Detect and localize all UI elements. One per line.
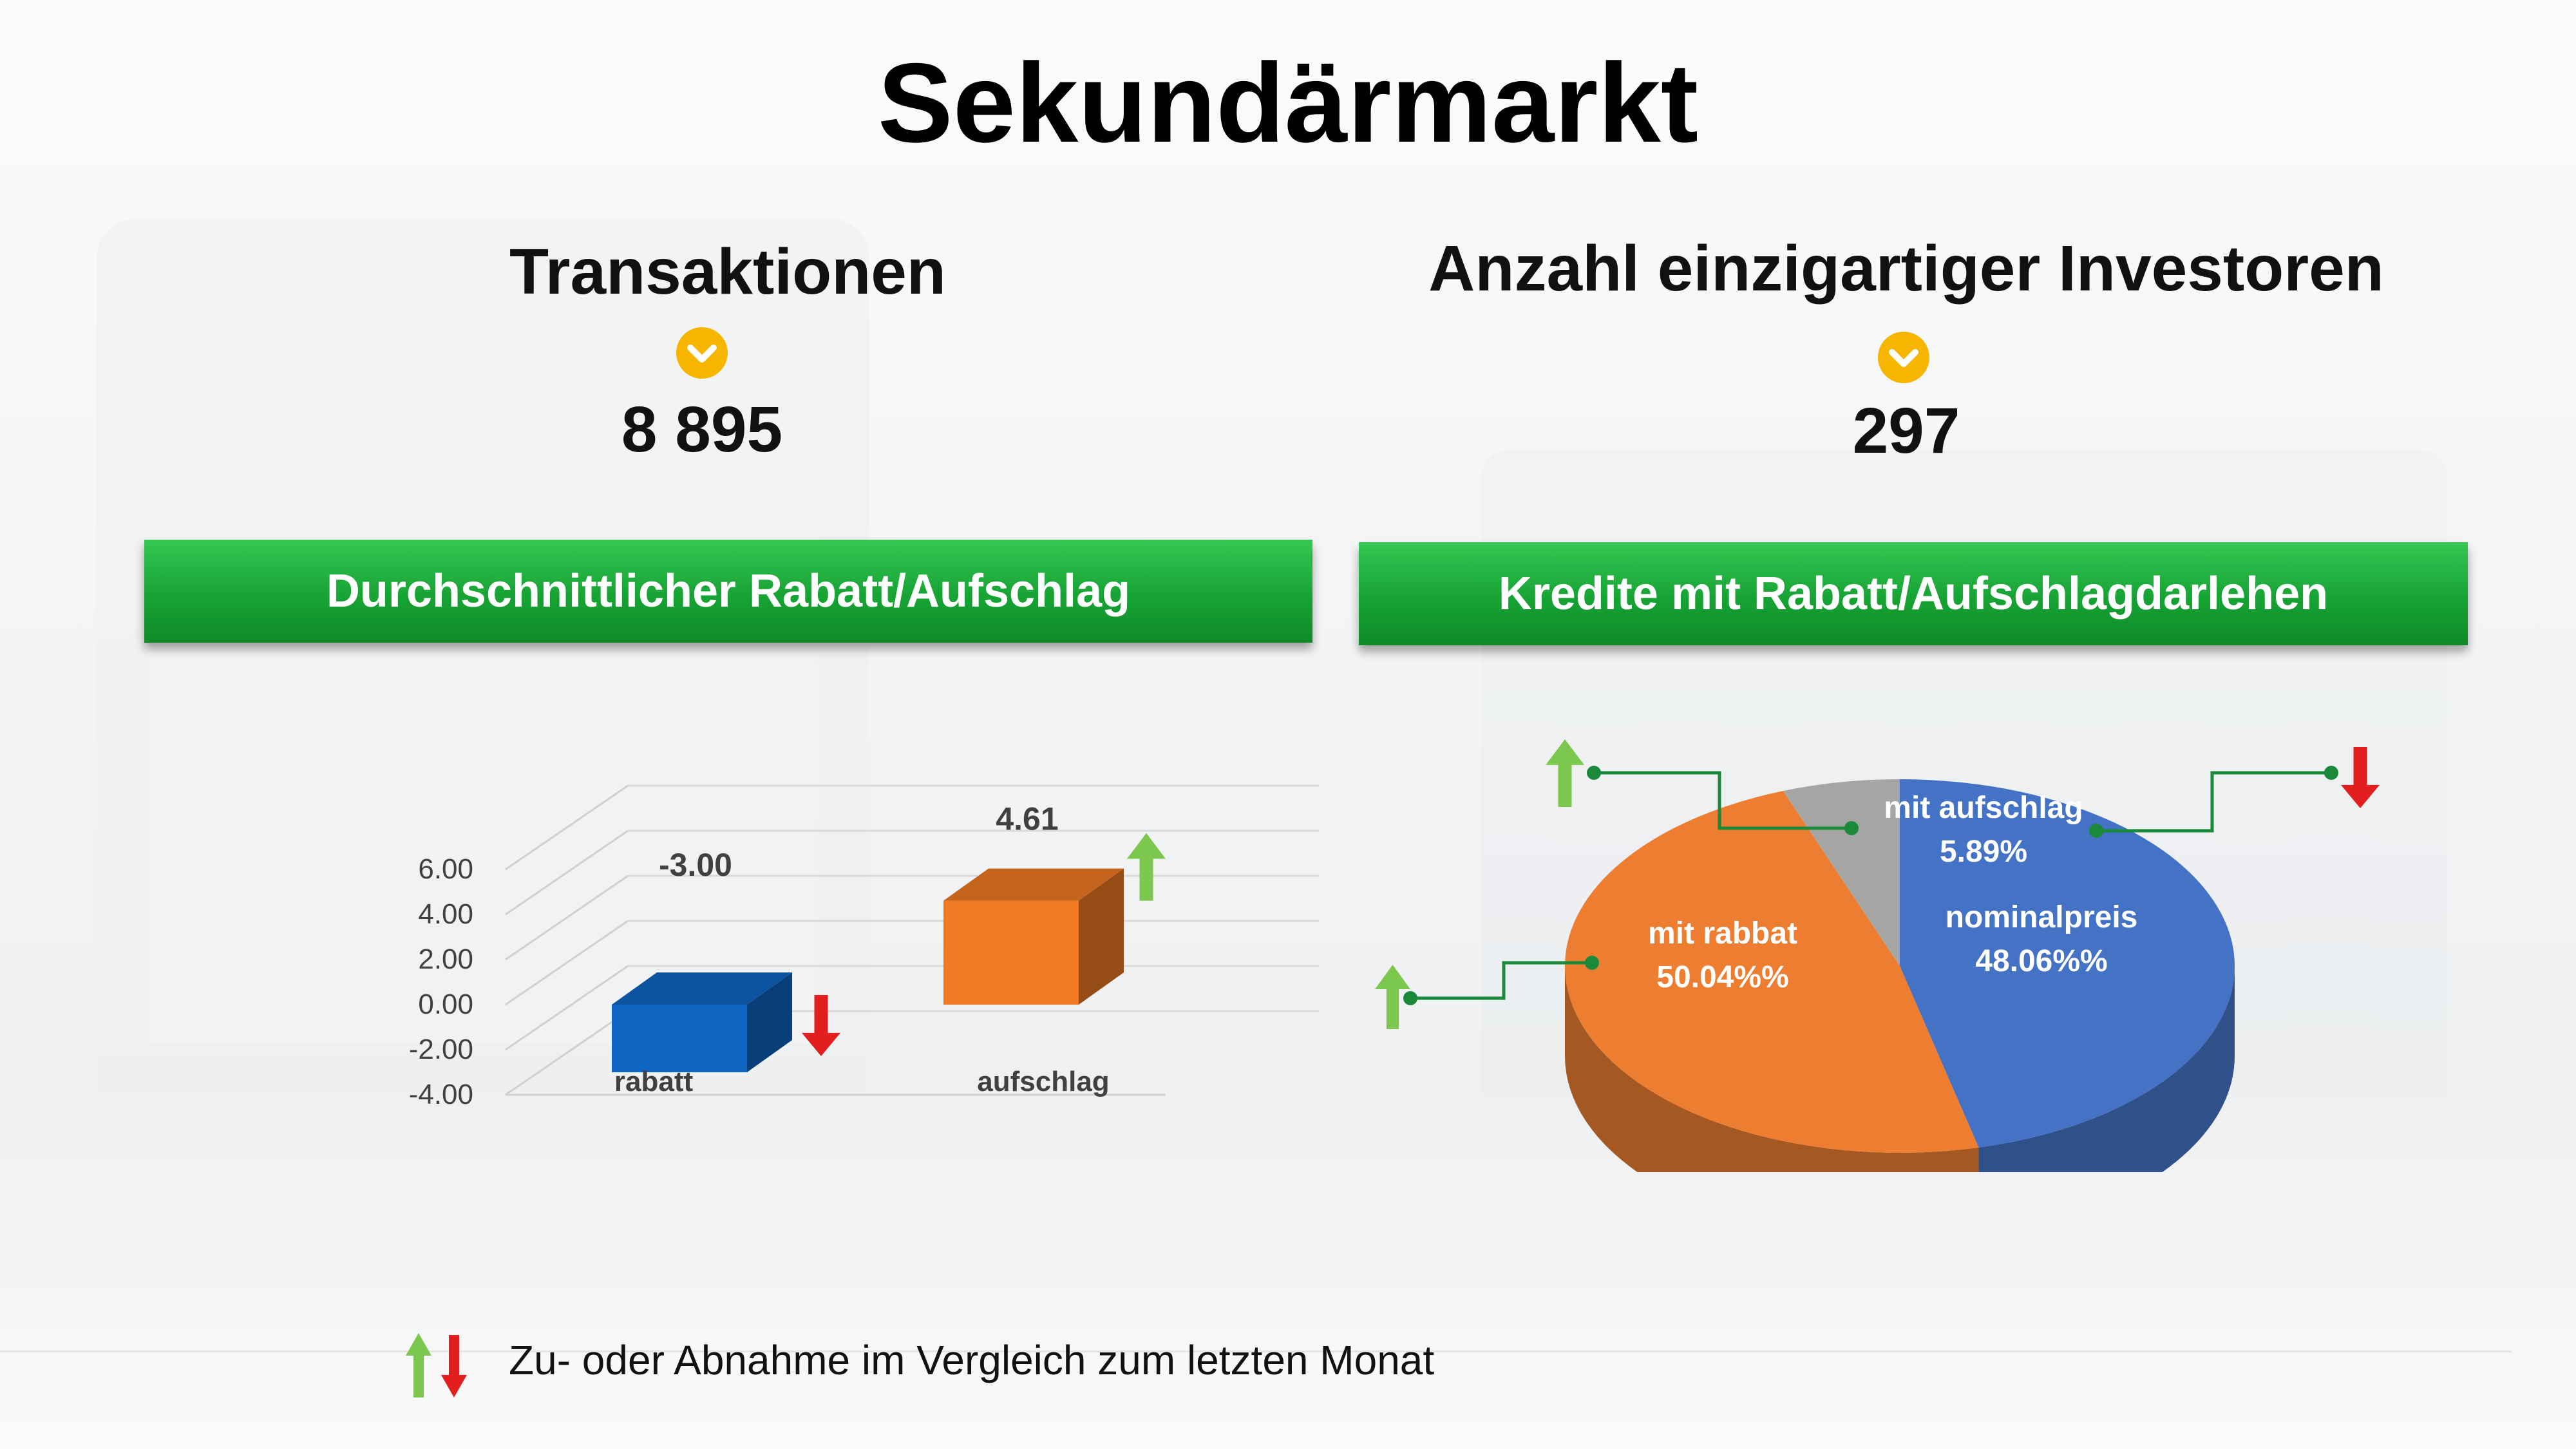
data-label-aufschlag: 4.61 xyxy=(996,801,1058,837)
bar-aufschlag xyxy=(943,900,1079,1005)
pie-label-mit-rabbat: mit rabbat xyxy=(1648,916,1797,951)
chevron-down-circle-icon xyxy=(676,327,728,379)
kpi-investors-value: 297 xyxy=(1852,395,1960,467)
gridline-side xyxy=(505,829,629,916)
arrow-up-icon xyxy=(406,1333,431,1397)
category-label-rabatt: rabatt xyxy=(614,1066,694,1097)
pie-value-nominalpreis: 48.06%% xyxy=(1975,944,2107,978)
banner-avg-discount: Durchschnittlicher Rabatt/Aufschlag xyxy=(144,540,1312,643)
pie-side-nominalpreis xyxy=(1978,966,2235,1172)
pie-slice-mit-rabbat xyxy=(1565,791,1979,1153)
pie-label-mit-aufschlag: mit aufschlag xyxy=(1884,791,2083,825)
pie-slice-nominalpreis xyxy=(1900,779,2235,1148)
bar-top-aufschlag xyxy=(943,868,1124,901)
pie-value-mit-rabbat: 50.04%% xyxy=(1656,960,1788,994)
kpi-investors-title: Anzahl einzigartiger Investoren xyxy=(1428,232,2384,305)
pie-side-mit-rabbat xyxy=(1565,966,1979,1172)
bar-top-rabatt xyxy=(612,972,792,1005)
connector-dot xyxy=(2089,824,2103,838)
pie-label-nominalpreis: nominalpreis xyxy=(1946,900,2138,934)
arrow-down-icon xyxy=(441,1335,467,1397)
gridline-side xyxy=(505,875,629,961)
legend-text: Zu- oder Abnahme im Vergleich zum letzte… xyxy=(509,1337,1435,1383)
kpi-transactions-title: Transaktionen xyxy=(509,236,946,308)
kpi-transactions-value: 8 895 xyxy=(621,393,783,466)
connector-dot xyxy=(1403,991,1417,1005)
connector-mit-aufschlag xyxy=(1594,771,1852,830)
pie-chart: nominalpreis 48.06%% mit rabbat 50.04%% mit … xyxy=(1375,739,2380,1172)
bar-rabatt xyxy=(612,1005,747,1072)
gridline-side xyxy=(505,965,629,1051)
arrow-down-icon xyxy=(2341,747,2380,808)
bar-side-aufschlag xyxy=(1079,868,1124,1005)
gridline-side xyxy=(505,920,629,1006)
bar-side-rabatt xyxy=(747,972,792,1072)
data-label-rabatt: -3.00 xyxy=(659,847,732,883)
bar-chart: 6.00 4.00 2.00 0.00 -2.00 -4.00 -3.00 rabatt 4.6… xyxy=(409,784,1319,1110)
connector-dot xyxy=(1844,821,1859,835)
connector-nominalpreis xyxy=(2096,771,2331,833)
gridline-side xyxy=(505,784,629,871)
connector-dot xyxy=(2324,766,2338,780)
pie-slice-mit-aufschlag xyxy=(1783,779,1900,966)
y-tick-label: 4.00 xyxy=(418,898,473,930)
chevron-down-circle-icon xyxy=(1878,332,1929,383)
footer-divider xyxy=(0,1350,2512,1352)
connector-dot xyxy=(1585,956,1599,970)
y-tick-label: -4.00 xyxy=(409,1079,473,1110)
legend-arrows xyxy=(406,1333,467,1397)
connector-mit-rabbat xyxy=(1410,961,1592,1000)
gridline-side xyxy=(505,1010,629,1096)
y-tick-label: 6.00 xyxy=(418,853,473,885)
y-tick-label: 0.00 xyxy=(418,989,473,1020)
arrow-down-icon xyxy=(802,995,840,1056)
banner-loans-discount: Kredite mit Rabatt/Aufschlagdarlehen xyxy=(1359,542,2468,645)
category-label-aufschlag: aufschlag xyxy=(977,1066,1109,1097)
arrow-up-icon xyxy=(1127,833,1166,901)
y-tick-label: -2.00 xyxy=(409,1034,473,1065)
y-tick-label: 2.00 xyxy=(418,943,473,975)
page-title: Sekundärmarkt xyxy=(877,41,1699,166)
arrow-up-icon xyxy=(1546,739,1584,807)
pie-value-mit-aufschlag: 5.89% xyxy=(1940,835,2027,869)
connector-dot xyxy=(1587,766,1601,780)
arrow-up-icon xyxy=(1375,965,1410,1029)
